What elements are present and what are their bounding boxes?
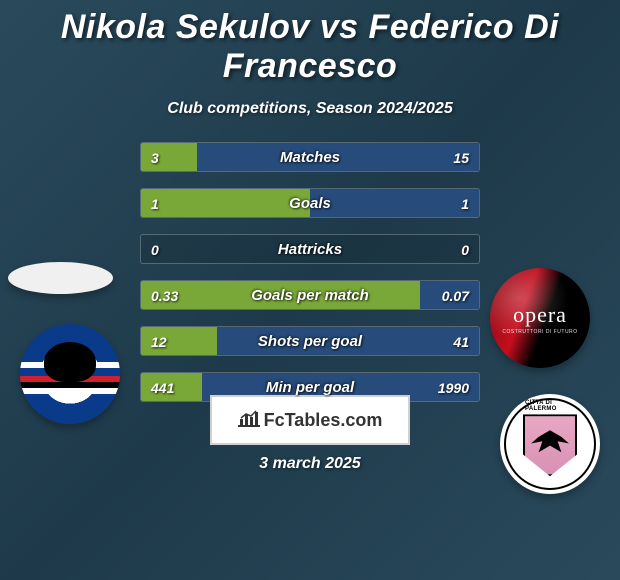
sampdoria-crest-icon [20,324,120,424]
palermo-ring-text: CITTA DI PALERMO [525,400,575,412]
team-logo-palermo: CITTA DI PALERMO [500,394,600,494]
bar-row: Hattricks0 0 [140,234,480,264]
bar-row: Matches3 15 [140,142,480,172]
fctables-text: FcTables.com [264,410,383,431]
team-logo-opera: opera COSTRUTTORI DI FUTURO [490,268,590,368]
date-line: 3 march 2025 [0,455,620,473]
bar-value-right: 41 [453,327,469,357]
team-logo-left-top [8,262,113,294]
page-title: Nikola Sekulov vs Federico Di Francesco [0,0,620,86]
bar-value-left: 3 [151,143,159,173]
bar-row: Goals per match0.33 0.07 [140,280,480,310]
bar-row: Min per goal441 1990 [140,372,480,402]
bar-label: Shots per goal [141,327,479,357]
bars-container: Matches3 15 Goals1 1 Hattricks0 0 Goals per ma… [140,142,480,418]
bar-label: Goals [141,189,479,219]
bar-value-right: 0 [461,235,469,265]
bar-label: Hattricks [141,235,479,265]
opera-tagline: COSTRUTTORI DI FUTURO [502,329,577,335]
bar-label: Matches [141,143,479,173]
bar-value-right: 1 [461,189,469,219]
bar-value-left: 12 [151,327,167,357]
bar-value-right: 1990 [438,373,469,403]
bar-value-left: 0.33 [151,281,178,311]
bar-row: Shots per goal12 41 [140,326,480,356]
bar-value-left: 441 [151,373,174,403]
comparison-chart: Matches3 15 Goals1 1 Hattricks0 0 Goals per ma… [0,142,620,422]
bar-value-right: 15 [453,143,469,173]
opera-wordmark: opera [513,302,567,328]
bar-value-right: 0.07 [442,281,469,311]
chart-icon [238,409,260,432]
subtitle: Club competitions, Season 2024/2025 [0,100,620,118]
bar-value-left: 1 [151,189,159,219]
bar-row: Goals1 1 [140,188,480,218]
fctables-label: FcTables.com [238,409,383,432]
bar-value-left: 0 [151,235,159,265]
bar-label: Min per goal [141,373,479,403]
team-logo-sampdoria [20,324,120,424]
bar-label: Goals per match [141,281,479,311]
